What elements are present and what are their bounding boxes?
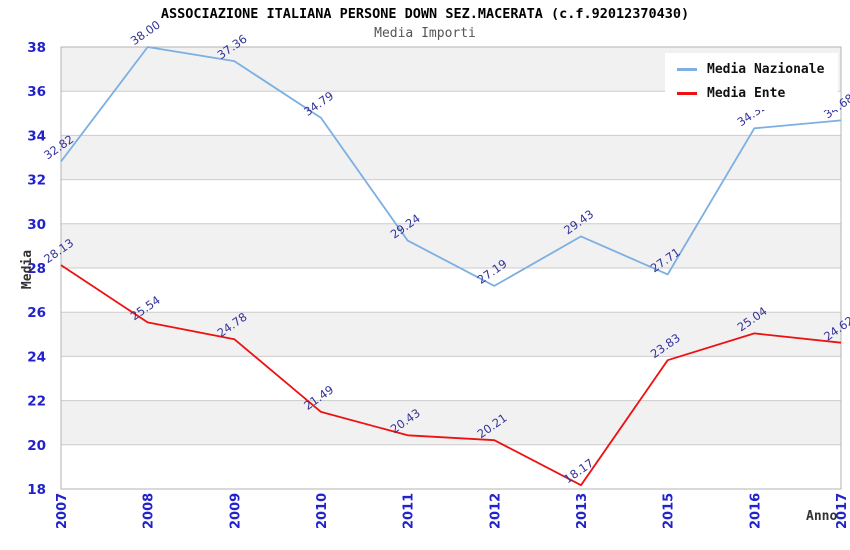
y-tick-label: 34: [27, 128, 46, 144]
y-tick-label: 24: [27, 349, 46, 365]
y-tick-label: 22: [27, 394, 46, 410]
x-tick-label: 2011: [402, 493, 417, 529]
x-tick-label: 2010: [315, 493, 330, 529]
chart-subtitle: Media Importi: [374, 26, 476, 41]
legend-item-media-nazionale: Media Nazionale: [677, 62, 824, 77]
y-tick-label: 38: [27, 40, 46, 56]
x-tick-label: 2017: [835, 493, 850, 529]
chart-legend: Media Nazionale Media Ente: [665, 53, 839, 110]
plot-band: [61, 179, 841, 224]
series-line-media-ente: [60, 264, 842, 487]
plot-band: [61, 356, 841, 401]
x-tick-label: 2016: [748, 493, 763, 529]
y-tick-label: 30: [27, 217, 46, 233]
x-tick-label: 2008: [142, 493, 157, 529]
plot-border: [60, 46, 842, 490]
x-axis-title: Anno: [806, 509, 838, 524]
y-tick-label: 20: [27, 438, 46, 454]
data-label: 38.00: [128, 18, 163, 48]
x-tick-label: 2009: [228, 493, 243, 529]
y-tick-label: 18: [27, 482, 46, 498]
x-tick-label: 2007: [55, 493, 70, 529]
legend-item-media-ente: Media Ente: [677, 86, 824, 101]
plot-band: [61, 268, 841, 313]
legend-swatch-blue-line-icon: [677, 68, 697, 71]
chart-title: ASSOCIAZIONE ITALIANA PERSONE DOWN SEZ.M…: [160, 6, 690, 22]
y-tick-label: 26: [27, 305, 46, 321]
legend-label: Media Ente: [707, 86, 786, 101]
legend-label: Media Nazionale: [707, 62, 825, 77]
series-line-media-nazionale: [60, 46, 842, 287]
y-tick-label: 32: [27, 173, 46, 189]
y-tick-label: 36: [27, 84, 46, 100]
x-tick-label: 2013: [575, 493, 590, 529]
plot-band: [61, 135, 841, 180]
legend-swatch-red-line-icon: [677, 92, 697, 95]
plot-band: [61, 312, 841, 357]
y-axis-title: Media: [20, 249, 36, 290]
x-tick-label: 2012: [488, 493, 503, 529]
y-tick-label: 28: [27, 261, 46, 277]
plot-band: [61, 223, 841, 268]
x-tick-label: 2015: [662, 493, 677, 529]
plot-band: [61, 444, 841, 489]
